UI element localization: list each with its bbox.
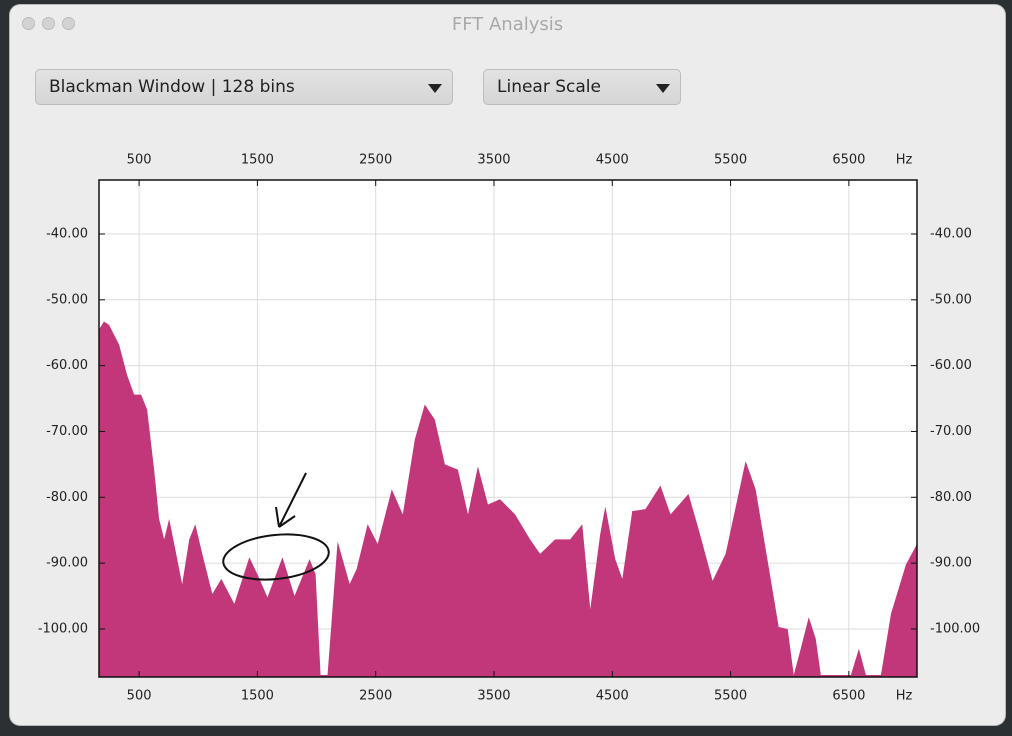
- x-unit-label: Hz: [896, 153, 913, 168]
- x-unit-label: Hz: [896, 689, 913, 704]
- x-tick-label: 1500: [241, 689, 274, 704]
- annotation-arrow: [275, 472, 307, 528]
- y-tick-label: -50.00: [930, 292, 972, 307]
- title-bar: FFT Analysis: [10, 5, 1005, 43]
- annotation-circle: [222, 533, 330, 581]
- x-tick-label: 2500: [359, 153, 392, 168]
- y-tick-label: -100.00: [38, 621, 88, 636]
- y-tick-label: -40.00: [46, 226, 88, 241]
- x-tick-label: 1500: [241, 153, 274, 168]
- y-tick-label: -80.00: [930, 490, 972, 505]
- y-tick-label: -50.00: [46, 292, 88, 307]
- annotation: [222, 472, 330, 581]
- y-tick-label: -90.00: [930, 556, 972, 571]
- x-tick-label: 500: [127, 153, 152, 168]
- y-tick-label: -60.00: [930, 358, 972, 373]
- y-tick-label: -80.00: [46, 490, 88, 505]
- y-tick-label: -100.00: [930, 621, 980, 636]
- x-tick-label: 3500: [477, 153, 510, 168]
- x-tick-label: 4500: [596, 689, 629, 704]
- plot-frame: [98, 179, 918, 678]
- x-tick-label: 6500: [832, 689, 865, 704]
- x-tick-label: 5500: [714, 689, 747, 704]
- spectrum-area: [99, 321, 917, 677]
- y-tick-label: -70.00: [930, 424, 972, 439]
- y-tick-label: -70.00: [46, 424, 88, 439]
- window-title: FFT Analysis: [451, 14, 564, 35]
- dropdown-label: Linear Scale: [497, 77, 601, 97]
- minimize-button[interactable]: [42, 17, 55, 30]
- x-tick-label: 500: [127, 689, 152, 704]
- y-tick-label: -40.00: [930, 226, 972, 241]
- scale-dropdown[interactable]: Linear Scale: [483, 69, 681, 105]
- y-tick-label: -60.00: [46, 358, 88, 373]
- x-tick-label: 6500: [832, 153, 865, 168]
- zoom-button[interactable]: [62, 17, 75, 30]
- dropdown-arrow: [656, 84, 670, 93]
- close-button[interactable]: [22, 17, 35, 30]
- dropdown-label: Blackman Window | 128 bins: [49, 77, 295, 97]
- y-tick-label: -90.00: [46, 556, 88, 571]
- x-tick-label: 4500: [596, 153, 629, 168]
- x-tick-label: 2500: [359, 689, 392, 704]
- window-function-dropdown[interactable]: Blackman Window | 128 bins: [35, 69, 453, 105]
- x-tick-label: 5500: [714, 153, 747, 168]
- dropdown-arrow: [428, 84, 442, 93]
- x-tick-label: 3500: [477, 689, 510, 704]
